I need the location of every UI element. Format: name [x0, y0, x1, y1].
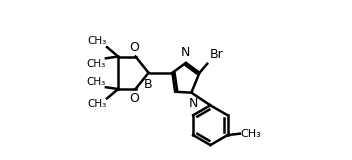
- Text: Br: Br: [209, 48, 223, 61]
- Text: CH₃: CH₃: [87, 99, 106, 109]
- Text: N: N: [180, 46, 190, 59]
- Text: N: N: [189, 97, 198, 110]
- Text: O: O: [129, 92, 139, 105]
- Text: CH₃: CH₃: [240, 129, 261, 139]
- Text: B: B: [144, 78, 153, 91]
- Text: CH₃: CH₃: [86, 59, 105, 69]
- Text: O: O: [129, 41, 139, 54]
- Text: CH₃: CH₃: [87, 36, 106, 46]
- Text: CH₃: CH₃: [86, 76, 105, 87]
